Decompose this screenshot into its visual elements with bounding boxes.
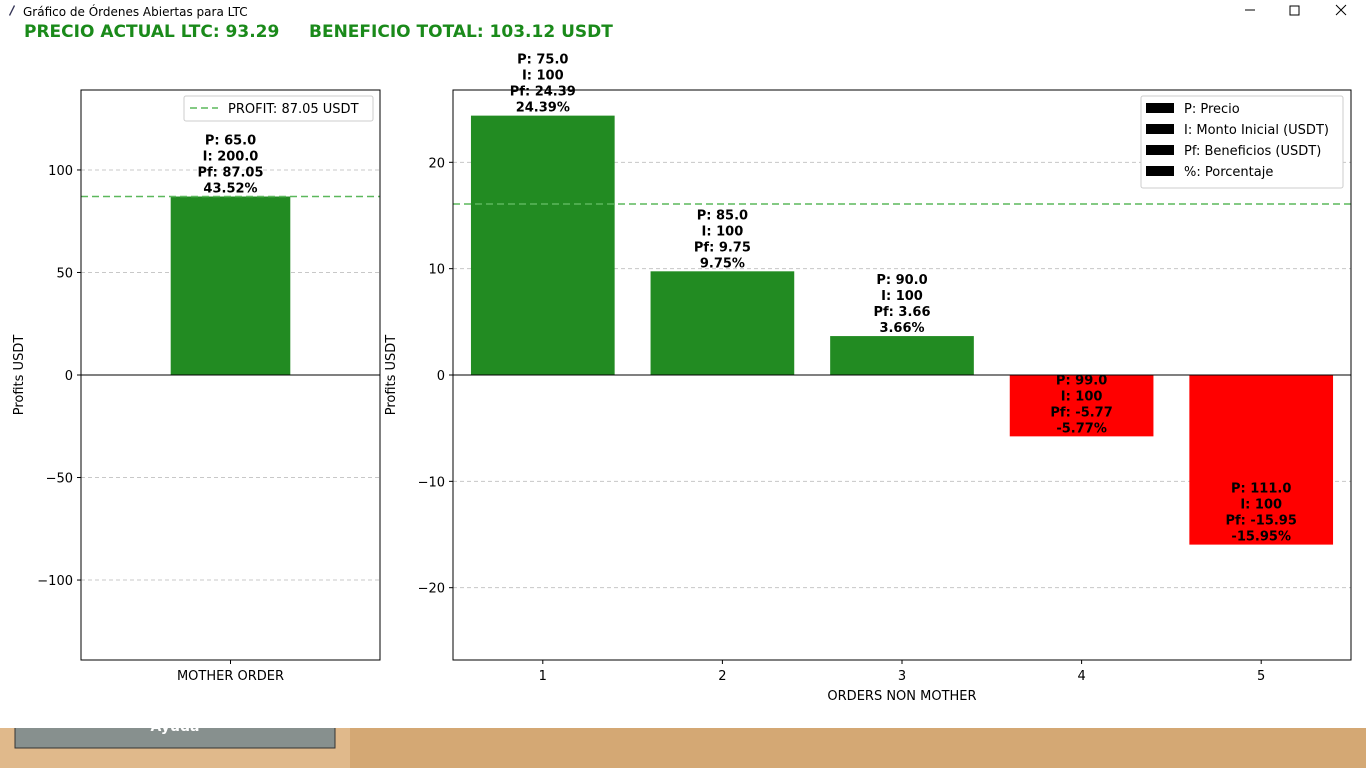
legend-label: I: Monto Inicial (USDT) — [1184, 123, 1329, 138]
bar — [170, 196, 291, 375]
bar-annotation: Pf: 24.39 — [510, 85, 576, 100]
maximize-button[interactable] — [1289, 5, 1300, 16]
legend-label: PROFIT: 87.05 USDT — [228, 102, 359, 117]
legend-swatch — [1146, 145, 1174, 155]
y-tick-label: 0 — [437, 369, 445, 384]
axes-frame — [80, 89, 381, 661]
legend-label: Pf: Beneficios (USDT) — [1184, 144, 1321, 159]
bar-annotation: I: 200.0 — [203, 150, 259, 165]
help-button-label[interactable]: Ayuda — [151, 719, 200, 735]
x-tick-label: 4 — [1077, 669, 1085, 684]
y-tick-label: 20 — [428, 156, 445, 171]
y-tick-label: 50 — [56, 266, 73, 281]
bar-annotation: I: 100 — [1240, 498, 1282, 513]
x-tick-label: 1 — [539, 669, 547, 684]
bar-annotation: P: 85.0 — [697, 208, 748, 223]
y-tick-label: −10 — [418, 475, 445, 490]
bar-annotation: Pf: -15.95 — [1225, 514, 1296, 529]
bar-annotation: P: 99.0 — [1056, 373, 1107, 388]
bar-annotation: I: 100 — [1061, 389, 1103, 404]
y-tick-label: 100 — [48, 164, 73, 179]
bar — [830, 336, 974, 375]
legend-box — [1140, 95, 1344, 189]
y-axis-label: Profits USDT — [384, 335, 399, 416]
y-axis-label: Profits USDT — [12, 335, 27, 416]
bar-annotation: P: 75.0 — [517, 53, 568, 68]
window-title: Gráfico de Órdenes Abiertas para LTC — [23, 4, 248, 19]
bar-annotation: P: 111.0 — [1231, 482, 1291, 497]
bar-annotation: P: 90.0 — [876, 273, 927, 288]
axes-frame — [452, 89, 1352, 661]
legend-swatch — [1146, 166, 1174, 176]
bar-annotation: Pf: 3.66 — [874, 305, 931, 320]
bar — [470, 115, 615, 376]
footer-right — [350, 728, 1366, 768]
bar — [1189, 375, 1334, 545]
x-axis-label: ORDERS NON MOTHER — [827, 689, 976, 704]
bar-annotation: 3.66% — [879, 321, 924, 336]
bar-annotation: -15.95% — [1231, 530, 1291, 545]
legend-swatch — [1146, 124, 1174, 134]
x-tick-label: MOTHER ORDER — [177, 669, 284, 684]
y-tick-label: 10 — [428, 263, 445, 278]
cover — [0, 710, 1366, 728]
x-tick-label: 2 — [718, 669, 726, 684]
bar-annotation: Pf: 9.75 — [694, 240, 751, 255]
bar-annotation: 24.39% — [516, 101, 570, 116]
legend-swatch — [1146, 103, 1174, 113]
bar-annotation: I: 100 — [702, 224, 744, 239]
x-tick-label: 3 — [898, 669, 906, 684]
bar-annotation: P: 65.0 — [205, 134, 256, 149]
bar-annotation: Pf: -5.77 — [1050, 405, 1112, 420]
y-tick-label: −20 — [418, 582, 445, 597]
bar-annotation: 43.52% — [203, 182, 257, 197]
bar-annotation: 9.75% — [700, 256, 745, 271]
bar-annotation: I: 100 — [881, 289, 923, 304]
bar — [1009, 375, 1154, 437]
close-button[interactable] — [1335, 4, 1347, 16]
y-tick-label: −100 — [37, 574, 73, 589]
price-label: PRECIO ACTUAL LTC: 93.29 — [24, 22, 279, 42]
x-tick-label: 5 — [1257, 669, 1265, 684]
legend-label: P: Precio — [1184, 102, 1240, 117]
y-tick-label: −50 — [46, 472, 73, 487]
bar-annotation: -5.77% — [1056, 421, 1107, 436]
legend-box — [183, 95, 374, 122]
total-label: BENEFICIO TOTAL: 103.12 USDT — [309, 22, 613, 42]
app-icon — [9, 5, 15, 16]
bar — [650, 271, 795, 375]
legend-label: %: Porcentaje — [1184, 165, 1273, 180]
y-tick-label: 0 — [65, 369, 73, 384]
bar-annotation: I: 100 — [522, 69, 564, 84]
bar-annotation: Pf: 87.05 — [197, 166, 263, 181]
